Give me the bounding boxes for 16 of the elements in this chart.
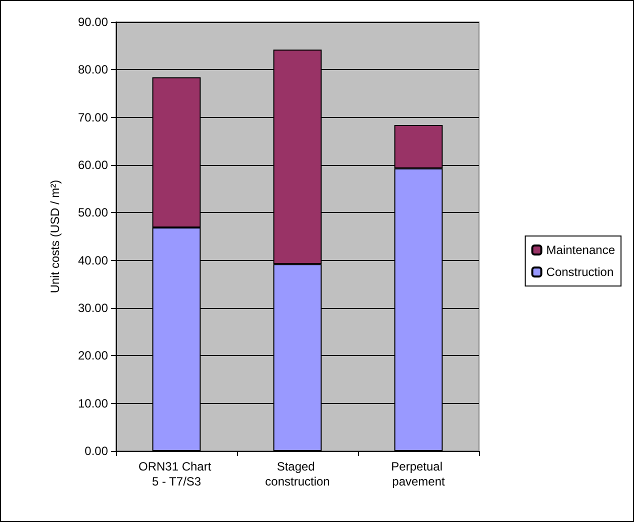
y-tick-label: 0.00 xyxy=(84,444,108,458)
y-tick-label: 30.00 xyxy=(78,301,108,315)
y-tick-label: 60.00 xyxy=(78,158,108,172)
x-tick-label: Staged construction xyxy=(265,460,330,488)
y-axis-title: Unit costs (USD / m²) xyxy=(48,180,62,294)
y-tick-label: 40.00 xyxy=(78,253,108,268)
y-tick-label: 70.00 xyxy=(78,110,108,124)
y-tick-label: 50.00 xyxy=(78,206,108,220)
legend-label: Maintenance xyxy=(546,243,616,257)
y-tick-label: 10.00 xyxy=(78,396,108,410)
y-tick-label: 20.00 xyxy=(78,348,108,363)
y-tick-label: 90.00 xyxy=(78,15,108,29)
x-tick-label: Perpetual pavement xyxy=(391,460,446,488)
x-tick-label: ORN31 Chart 5 - T7/S3 xyxy=(138,460,215,488)
legend-label: Construction xyxy=(546,265,614,279)
y-tick-label: 80.00 xyxy=(78,62,108,77)
